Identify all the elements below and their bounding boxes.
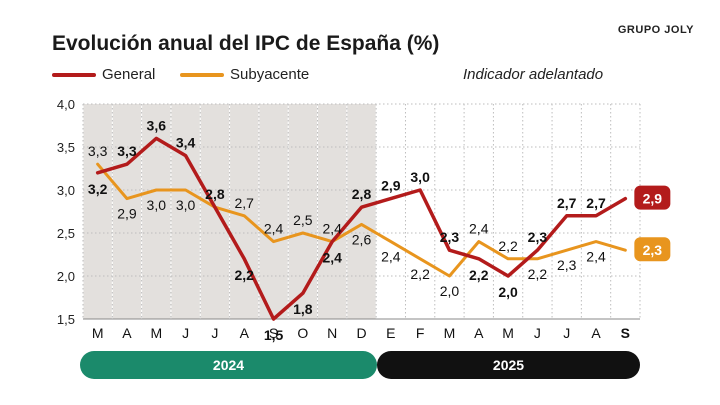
data-label-subyacente: 3,0 — [176, 197, 196, 213]
data-label-general: 3,4 — [176, 135, 196, 151]
x-tick-label: J — [211, 325, 218, 341]
brand-logo-text: GRUPO JOLY — [617, 24, 694, 36]
data-label-general: 2,2 — [235, 267, 255, 283]
data-label-general: 3,6 — [147, 117, 167, 133]
data-label-general: 2,8 — [352, 186, 372, 202]
data-label-subyacente: 2,6 — [352, 231, 372, 247]
data-label-subyacente: 3,3 — [88, 143, 108, 159]
data-label-general: 2,3 — [528, 229, 548, 245]
data-label-general: 2,3 — [440, 229, 460, 245]
data-label-subyacente: 2,5 — [293, 212, 313, 228]
x-tick-label: S — [621, 325, 630, 341]
year-label-2024: 2024 — [213, 357, 244, 373]
data-label-subyacente: 2,3 — [557, 257, 577, 273]
data-label-general: 1,5 — [264, 327, 284, 343]
end-value-subyacente-badge-label: 2,3 — [643, 242, 663, 258]
data-label-subyacente: 2,7 — [235, 195, 255, 211]
x-tick-label: M — [502, 325, 514, 341]
data-label-general: 2,2 — [469, 267, 489, 283]
data-label-subyacente: 2,4 — [469, 221, 489, 237]
legend-item-subyacente: Subyacente — [180, 66, 309, 83]
y-tick-label: 2,5 — [57, 226, 75, 241]
end-value-subyacente-badge — [634, 237, 671, 262]
x-tick-label: F — [416, 325, 425, 341]
x-tick-label: E — [386, 325, 395, 341]
x-tick-label: A — [122, 325, 132, 341]
x-tick-label: O — [297, 325, 308, 341]
data-label-subyacente: 2,4 — [264, 221, 284, 237]
legend-note: Indicador adelantado — [463, 66, 604, 83]
data-label-general: 2,9 — [381, 178, 401, 194]
x-tick-label: M — [92, 325, 104, 341]
data-label-subyacente: 3,0 — [147, 197, 167, 213]
legend-swatch-general — [52, 72, 96, 77]
legend-label-general: General — [102, 66, 156, 83]
data-label-general: 1,8 — [293, 301, 313, 317]
chart-title: Evolución anual del IPC de España (%) — [52, 32, 440, 55]
x-tick-label: M — [150, 325, 162, 341]
x-tick-label: J — [182, 325, 189, 341]
data-label-subyacente: 2,2 — [498, 238, 518, 254]
x-tick-label: J — [534, 325, 541, 341]
series-line-general — [95, 136, 628, 321]
data-label-general: 2,7 — [586, 195, 606, 211]
x-tick-label: D — [356, 325, 366, 341]
y-tick-label: 4,0 — [57, 97, 75, 112]
year-bar-2025 — [377, 351, 640, 379]
data-label-subyacente: 2,0 — [440, 283, 460, 299]
data-label-general: 2,8 — [205, 186, 225, 202]
y-tick-label: 3,0 — [57, 183, 75, 198]
legend-item-general: General — [52, 66, 155, 83]
x-tick-label: N — [327, 325, 337, 341]
series-line-subyacente — [96, 162, 627, 278]
year-bar-2024 — [80, 351, 377, 379]
y-tick-label: 2,0 — [57, 269, 75, 284]
data-label-general: 3,3 — [117, 143, 137, 159]
data-label-general: 2,4 — [322, 250, 342, 266]
data-label-general: 3,2 — [88, 181, 108, 197]
x-tick-label: M — [444, 325, 456, 341]
x-tick-label: A — [474, 325, 484, 341]
end-value-general-badge — [634, 185, 671, 210]
data-label-subyacente: 2,4 — [381, 249, 401, 265]
x-tick-label: S — [269, 325, 278, 341]
x-tick-label: A — [240, 325, 250, 341]
data-label-general: 2,0 — [498, 284, 518, 300]
y-tick-label: 1,5 — [57, 312, 75, 327]
end-value-general-badge-label: 2,9 — [643, 191, 663, 207]
legend-label-subyacente: Subyacente — [230, 66, 310, 83]
x-tick-label: J — [563, 325, 570, 341]
year-label-2025: 2025 — [493, 357, 524, 373]
data-label-general: 3,0 — [410, 169, 430, 185]
y-tick-label: 3,5 — [57, 140, 75, 155]
x-tick-label: A — [591, 325, 601, 341]
data-label-subyacente: 2,9 — [117, 206, 137, 222]
data-label-subyacente: 2,4 — [322, 221, 342, 237]
data-label-subyacente: 2,4 — [586, 249, 606, 265]
data-label-subyacente: 2,2 — [410, 266, 430, 282]
legend-swatch-subyacente — [180, 72, 224, 77]
data-label-subyacente: 2,2 — [528, 266, 548, 282]
data-label-general: 2,7 — [557, 195, 577, 211]
